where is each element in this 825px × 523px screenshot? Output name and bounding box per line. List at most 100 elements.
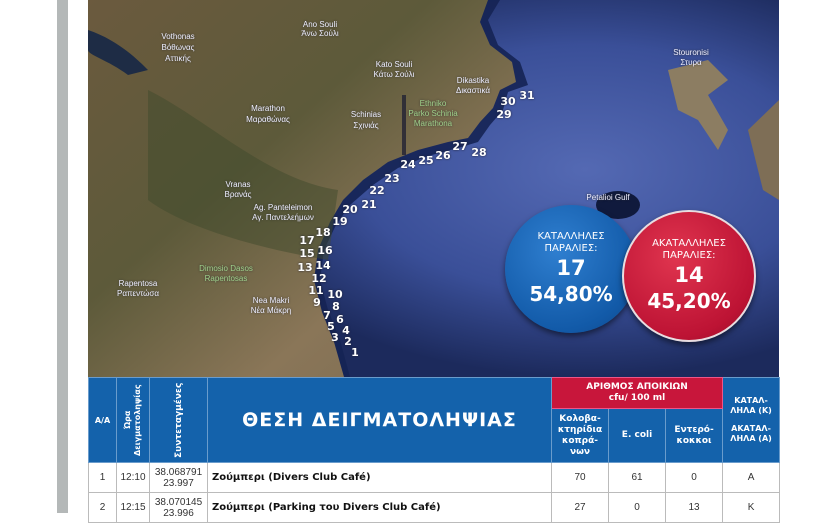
- satellite-map: Ano Souli Άνω Σούλι Vothonas Βόθωνας Αττ…: [88, 0, 779, 377]
- cell-coords: 38.070145 23.996: [149, 492, 208, 523]
- place-label: Dikastika: [456, 76, 490, 85]
- cell-ecoli: 0: [608, 492, 666, 523]
- beach-marker[interactable]: 23: [384, 172, 400, 185]
- beach-marker[interactable]: 9: [313, 296, 321, 309]
- place-label: Βρανάς: [224, 190, 252, 199]
- place-label: Κάτω Σούλι: [373, 70, 415, 79]
- beach-marker[interactable]: 16: [317, 244, 333, 257]
- beach-marker[interactable]: 31: [519, 89, 535, 102]
- cell-lon: 23.997: [163, 477, 194, 489]
- beach-marker[interactable]: 30: [500, 95, 516, 108]
- beach-marker[interactable]: 17: [299, 234, 315, 247]
- beach-marker[interactable]: 3: [331, 331, 339, 344]
- place-label: Stouronisi: [673, 48, 709, 57]
- beach-marker[interactable]: 20: [342, 203, 358, 216]
- beach-marker[interactable]: 22: [369, 184, 385, 197]
- cell-time: 12:10: [116, 462, 150, 493]
- cell-ecoli: 61: [608, 462, 666, 493]
- beach-marker[interactable]: 18: [315, 226, 331, 239]
- place-label: Ag. Panteleimon: [253, 203, 313, 212]
- suitable-label: ΚΑΤΑΛΛΗΛΕΣ ΠΑΡΑΛΙΕΣ:: [537, 231, 605, 254]
- cell-time: 12:15: [116, 492, 150, 523]
- beach-marker[interactable]: 4: [342, 324, 350, 337]
- unsuitable-count: 14: [674, 263, 704, 287]
- cell-coliforms: 70: [551, 462, 609, 493]
- place-label: Vothonas: [161, 32, 195, 41]
- unsuitable-beaches-badge: ΑΚΑΤΑΛΛΗΛΕΣ ΠΑΡΑΛΙΕΣ: 14 45,20%: [622, 210, 756, 342]
- suitable-percent: 54,80%: [529, 282, 613, 306]
- beach-marker[interactable]: 28: [471, 146, 487, 159]
- cell-lat: 38.070145: [154, 496, 203, 508]
- place-label: Νέα Μάκρη: [250, 306, 292, 315]
- beach-marker[interactable]: 10: [327, 288, 343, 301]
- beach-marker[interactable]: 12: [311, 272, 327, 285]
- header-time: Ώρα Δειγματοληψίας: [116, 377, 150, 463]
- cell-location: Ζούμπερι (Divers Club Café): [207, 462, 552, 493]
- beach-marker[interactable]: 5: [327, 320, 335, 333]
- header-status-k: ΚΑΤΑΛ-ΛΗΛΑ (Κ): [730, 396, 772, 415]
- cell-aa: 1: [88, 462, 117, 493]
- place-label: Schinias: [350, 110, 382, 119]
- header-coords-label: Συντεταγμένες: [173, 382, 184, 458]
- place-label: Kato Souli: [375, 60, 413, 69]
- place-label: Rapentosas: [204, 274, 248, 283]
- beach-marker[interactable]: 14: [315, 259, 331, 272]
- place-label: Rapentosa: [118, 279, 158, 288]
- place-label: Μαραθώνας: [246, 115, 290, 124]
- header-time-label: Ώρα Δειγματοληψίας: [123, 384, 142, 456]
- cell-lon: 23.996: [163, 507, 194, 519]
- beach-marker[interactable]: 24: [400, 158, 416, 171]
- beach-marker[interactable]: 13: [297, 261, 313, 274]
- header-aa: Α/Α: [88, 377, 117, 463]
- unsuitable-percent: 45,20%: [647, 289, 731, 313]
- place-label: Δικαστικά: [455, 86, 491, 95]
- beach-marker[interactable]: 8: [332, 300, 340, 313]
- map-terrain: [88, 0, 779, 377]
- beach-marker[interactable]: 19: [332, 215, 348, 228]
- cell-coliforms: 27: [551, 492, 609, 523]
- header-status-a: ΑΚΑΤΑΛ-ΛΗΛΑ (Α): [730, 424, 772, 443]
- beach-marker[interactable]: 2: [344, 335, 352, 348]
- beach-marker[interactable]: 25: [418, 154, 434, 167]
- header-enterococci: Εντερό-κοκκοι: [664, 408, 724, 463]
- place-label: Marathona: [413, 119, 453, 128]
- cell-enterococci: 0: [664, 462, 724, 493]
- cell-lat: 38.068791: [154, 466, 203, 478]
- header-coliforms: Κολοβα-κτηρίδια κοπρά-νων: [551, 408, 609, 463]
- place-label: Αγ. Παντελεήμων: [252, 213, 314, 222]
- place-label: Στυρα: [680, 58, 702, 67]
- header-colonies-unit: cfu/ 100 ml: [608, 393, 666, 403]
- beach-marker[interactable]: 7: [323, 309, 331, 322]
- header-location: ΘΕΣΗ ΔΕΙΓΜΑΤΟΛΗΨΙΑΣ: [207, 377, 552, 463]
- beach-marker[interactable]: 27: [452, 140, 468, 153]
- place-label: Marathon: [251, 104, 285, 113]
- place-label: Σχινιάς: [353, 121, 379, 130]
- header-coords: Συντεταγμένες: [149, 377, 208, 463]
- place-label: Άνω Σούλι: [301, 29, 339, 38]
- header-ecoli: E. coli: [608, 408, 666, 463]
- table-row: 2 12:15 38.070145 23.996 Ζούμπερι (Parkin…: [88, 492, 781, 523]
- cell-status: Κ: [722, 492, 781, 523]
- beach-marker[interactable]: 6: [336, 313, 344, 326]
- suitable-count: 17: [556, 256, 586, 280]
- beach-marker[interactable]: 15: [299, 247, 315, 260]
- beach-marker[interactable]: 26: [435, 149, 451, 162]
- header-colonies: ΑΡΙΘΜΟΣ ΑΠΟΙΚΙΩΝ cfu/ 100 ml: [550, 377, 724, 409]
- suitable-beaches-badge: ΚΑΤΑΛΛΗΛΕΣ ΠΑΡΑΛΙΕΣ: 17 54,80%: [505, 205, 637, 333]
- beach-marker[interactable]: 1: [351, 346, 359, 359]
- cell-location: Ζούμπερι (Parking του Divers Club Café): [207, 492, 552, 523]
- header-status: ΚΑΤΑΛ-ΛΗΛΑ (Κ) ΑΚΑΤΑΛ-ΛΗΛΑ (Α): [722, 377, 781, 463]
- cell-enterococci: 13: [664, 492, 724, 523]
- cell-aa: 2: [88, 492, 117, 523]
- cell-coords: 38.068791 23.997: [149, 462, 208, 493]
- unsuitable-label: ΑΚΑΤΑΛΛΗΛΕΣ ΠΑΡΑΛΙΕΣ:: [652, 238, 726, 261]
- place-label: Ραπεντώσα: [117, 289, 159, 298]
- header-colonies-label: ΑΡΙΘΜΟΣ ΑΠΟΙΚΙΩΝ: [586, 382, 688, 392]
- place-label: Ethniko: [419, 99, 447, 108]
- place-label: Ano Souli: [302, 20, 338, 29]
- place-label: Parko Schinia: [408, 109, 458, 118]
- beach-marker[interactable]: 11: [308, 284, 324, 297]
- beach-marker[interactable]: 21: [361, 198, 377, 211]
- place-label: Nea Makri: [252, 296, 290, 305]
- beach-marker[interactable]: 29: [496, 108, 512, 121]
